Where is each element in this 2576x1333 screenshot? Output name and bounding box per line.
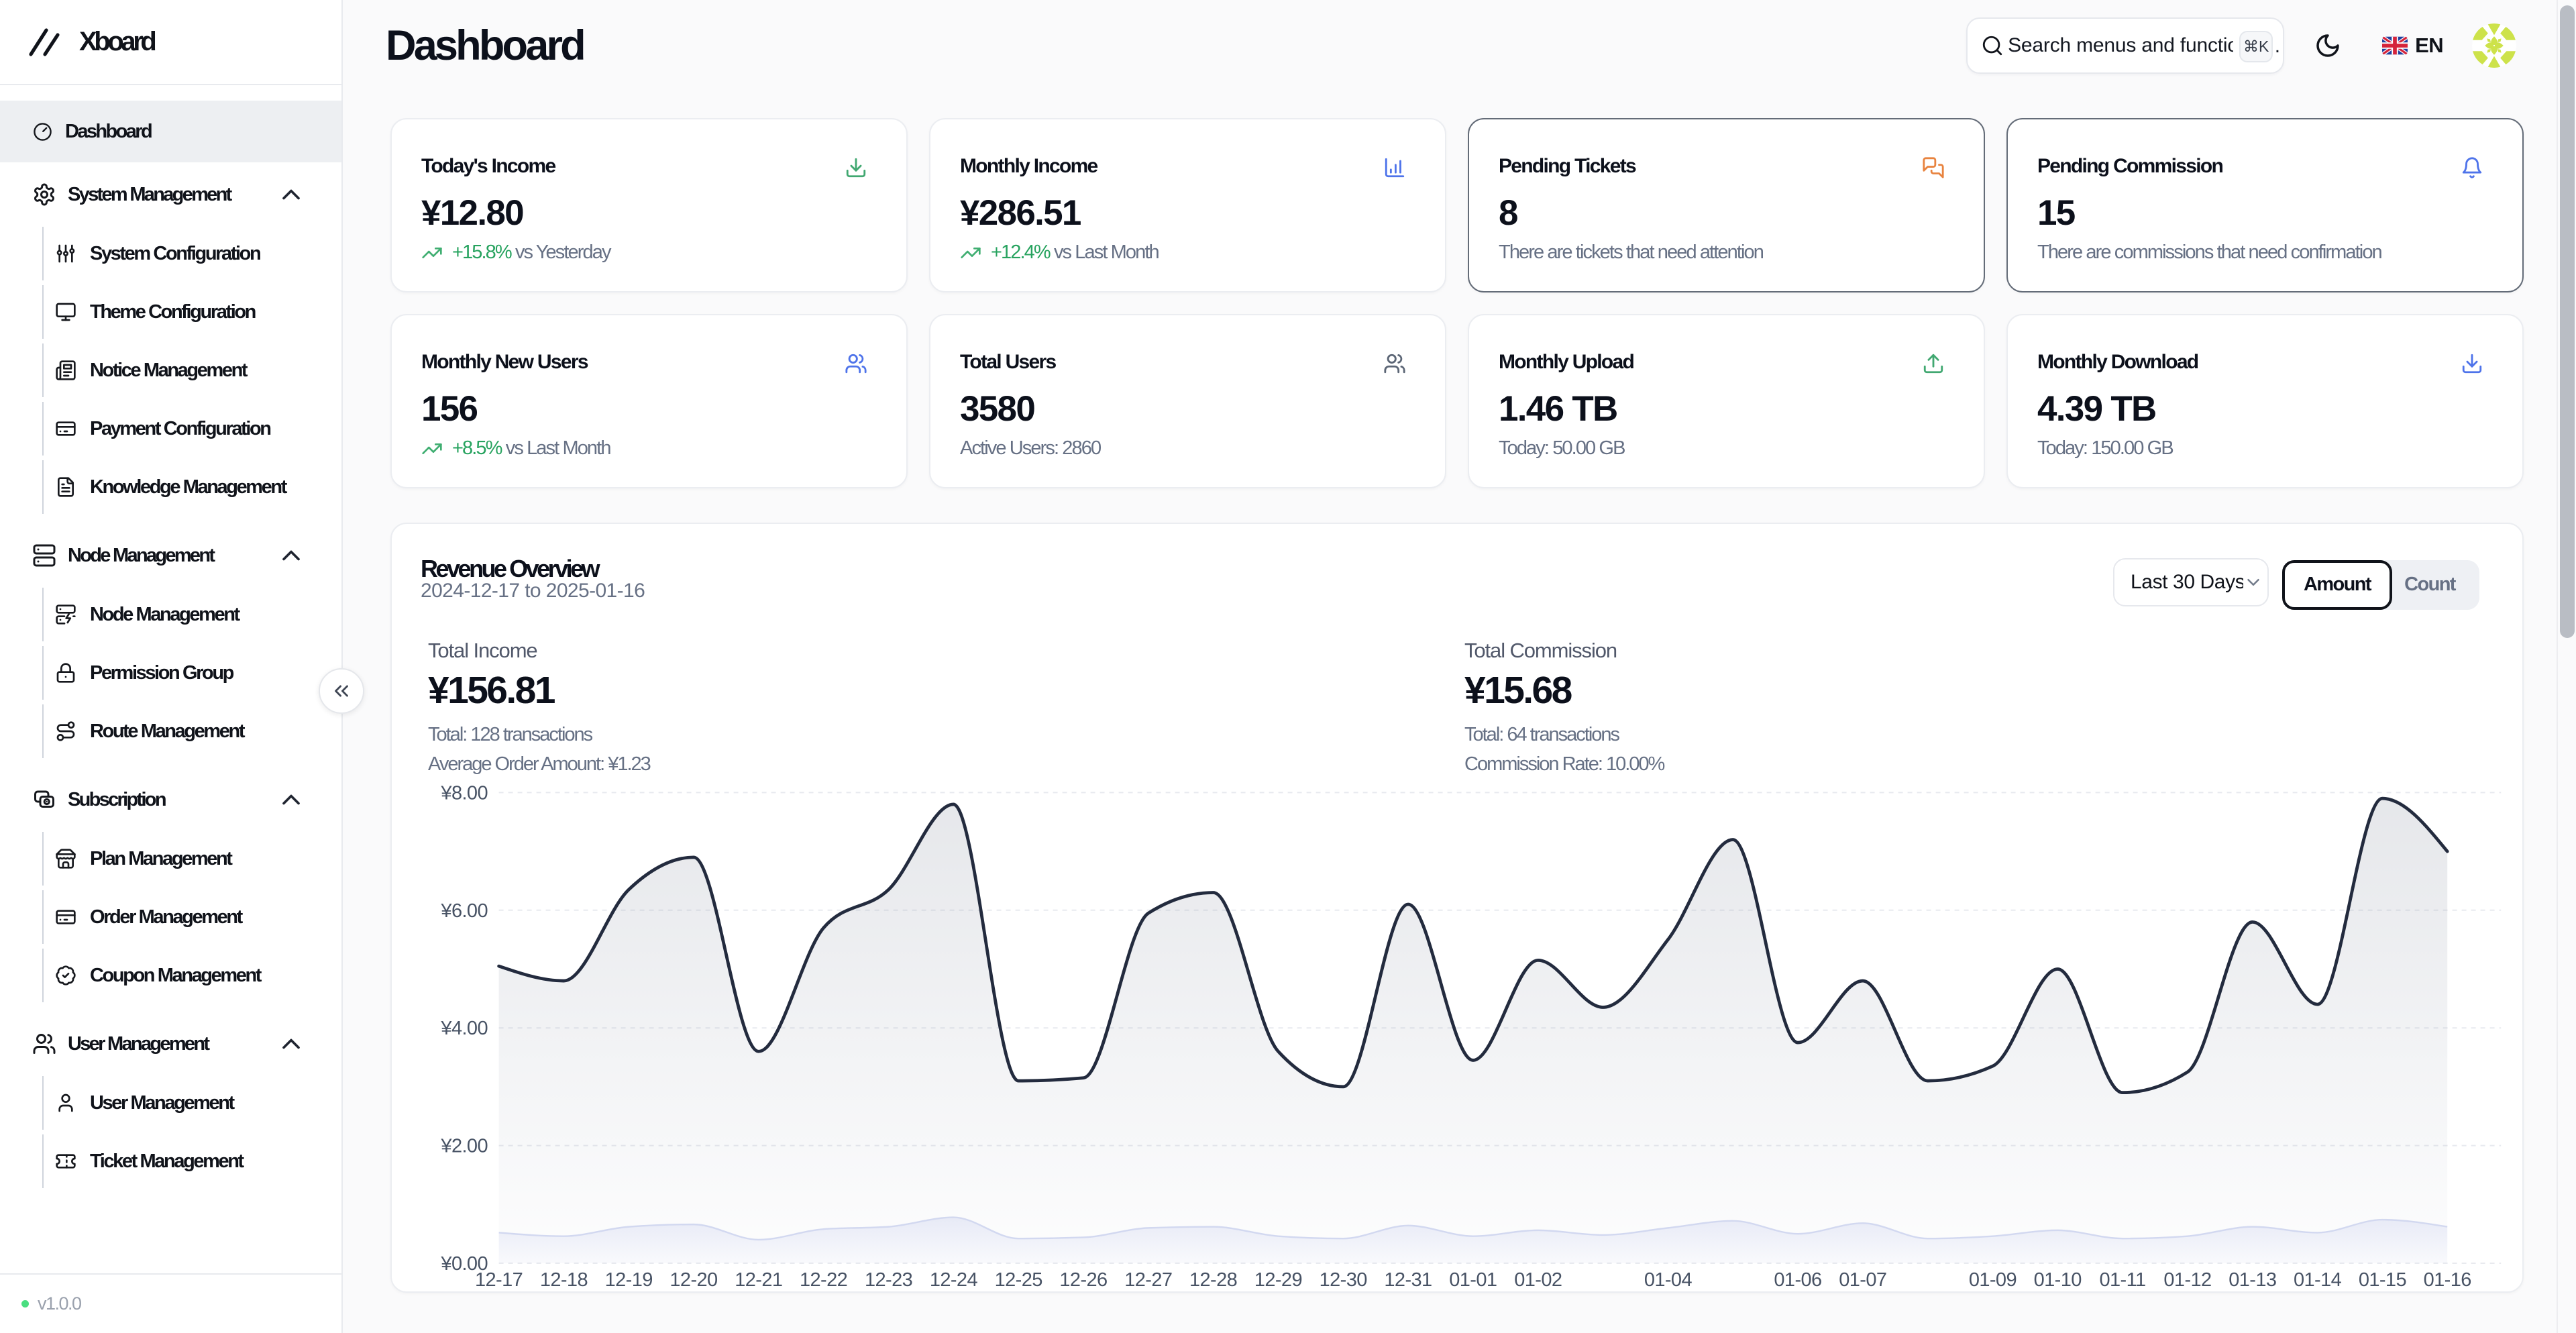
svg-text:12-17: 12-17 <box>475 1269 523 1291</box>
svg-text:¥4.00: ¥4.00 <box>440 1018 488 1039</box>
svg-text:01-09: 01-09 <box>1969 1269 2017 1291</box>
svg-text:12-18: 12-18 <box>540 1269 588 1291</box>
svg-text:12-30: 12-30 <box>1320 1269 1367 1291</box>
svg-text:12-21: 12-21 <box>735 1269 782 1291</box>
svg-text:01-16: 01-16 <box>2424 1269 2471 1291</box>
svg-text:¥8.00: ¥8.00 <box>440 782 488 804</box>
svg-text:12-29: 12-29 <box>1254 1269 1302 1291</box>
svg-text:12-19: 12-19 <box>605 1269 653 1291</box>
svg-text:01-11: 01-11 <box>2099 1269 2145 1291</box>
svg-text:12-28: 12-28 <box>1189 1269 1237 1291</box>
svg-text:01-07: 01-07 <box>1839 1269 1886 1291</box>
svg-text:12-31: 12-31 <box>1384 1269 1432 1291</box>
svg-text:¥6.00: ¥6.00 <box>440 900 488 921</box>
svg-text:01-04: 01-04 <box>1644 1269 1693 1291</box>
svg-text:¥2.00: ¥2.00 <box>440 1135 488 1157</box>
svg-text:01-15: 01-15 <box>2359 1269 2406 1291</box>
svg-text:01-13: 01-13 <box>2229 1269 2276 1291</box>
svg-text:01-14: 01-14 <box>2294 1269 2342 1291</box>
svg-text:12-25: 12-25 <box>995 1269 1042 1291</box>
svg-text:01-01: 01-01 <box>1449 1269 1497 1291</box>
svg-text:¥0.00: ¥0.00 <box>440 1253 488 1275</box>
svg-text:01-02: 01-02 <box>1514 1269 1562 1291</box>
svg-text:01-12: 01-12 <box>2163 1269 2211 1291</box>
svg-text:12-23: 12-23 <box>865 1269 912 1291</box>
svg-text:01-10: 01-10 <box>2034 1269 2082 1291</box>
svg-text:12-27: 12-27 <box>1124 1269 1172 1291</box>
svg-text:12-24: 12-24 <box>930 1269 978 1291</box>
svg-text:12-22: 12-22 <box>800 1269 847 1291</box>
svg-text:01-06: 01-06 <box>1774 1269 1821 1291</box>
svg-text:12-20: 12-20 <box>669 1269 717 1291</box>
svg-text:12-26: 12-26 <box>1059 1269 1107 1291</box>
